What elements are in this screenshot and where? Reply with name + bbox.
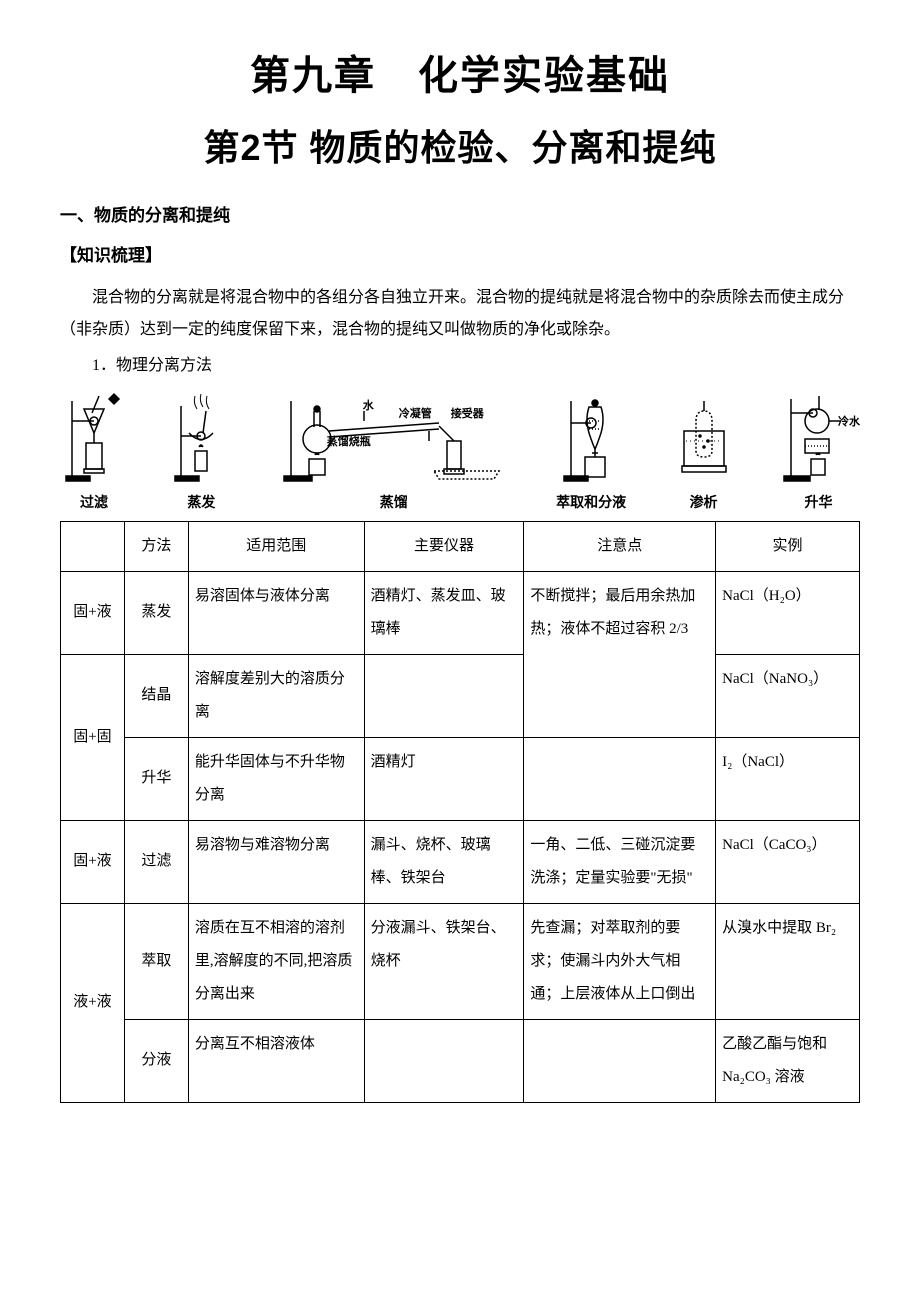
- example-cell: NaCl（NaNO₃）: [716, 654, 860, 737]
- coldwater-annotation: 冷水: [838, 413, 860, 433]
- table-row: 分液 分离互不相溶液体 乙酸乙酯与饱和 Na₂CO₃ 溶液: [61, 1019, 860, 1102]
- table-header: [61, 521, 125, 571]
- notes-cell: 先查漏；对萃取剂的要求；使漏斗内外大气相通；上层液体从上口倒出: [524, 903, 716, 1019]
- diagram-evaporation: 蒸发: [171, 391, 231, 515]
- table-header: 适用范围: [188, 521, 364, 571]
- scope-cell: 能升华固体与不升华物分离: [188, 737, 364, 820]
- diagram-label: 蒸馏: [380, 490, 408, 515]
- table-header: 主要仪器: [364, 521, 524, 571]
- method-cell: 升华: [124, 737, 188, 820]
- scope-cell: 溶解度差别大的溶质分离: [188, 654, 364, 737]
- method-cell: 分液: [124, 1019, 188, 1102]
- section-title: 第2节 物质的检验、分离和提纯: [60, 116, 860, 181]
- table-header: 方法: [124, 521, 188, 571]
- evaporation-icon: [171, 391, 231, 486]
- scope-cell: 溶质在互不相溶的溶剂里,溶解度的不同,把溶质分离出来: [188, 903, 364, 1019]
- intro-paragraph: 混合物的分离就是将混合物中的各组分各自独立开来。混合物的提纯就是将混合物中的杂质…: [60, 282, 860, 346]
- numbered-item: 1．物理分离方法: [60, 352, 860, 381]
- scope-cell: 易溶固体与液体分离: [188, 571, 364, 654]
- apparatus-cell: 酒精灯、蒸发皿、玻璃棒: [364, 571, 524, 654]
- diagram-label: 蒸发: [187, 490, 215, 515]
- chapter-title: 第九章 化学实验基础: [60, 40, 860, 112]
- table-header-row: 方法 适用范围 主要仪器 注意点 实例: [61, 521, 860, 571]
- example-cell: NaCl（H₂O）: [716, 571, 860, 654]
- state-cell: 固+液: [61, 820, 125, 903]
- apparatus-cell: [364, 654, 524, 737]
- diagram-dialysis: 渗析: [674, 391, 734, 515]
- sublimation-icon: [781, 391, 856, 486]
- state-cell: 固+固: [61, 654, 125, 820]
- condenser-annotation: 冷凝管: [399, 405, 432, 425]
- example-cell: 乙酸乙酯与饱和 Na₂CO₃ 溶液: [716, 1019, 860, 1102]
- diagram-label: 渗析: [690, 490, 718, 515]
- notes-cell: [524, 737, 716, 820]
- notes-cell: 一角、二低、三碰沉淀要洗涤；定量实验要"无损": [524, 820, 716, 903]
- state-cell: 固+液: [61, 571, 125, 654]
- table-header: 实例: [716, 521, 860, 571]
- extraction-icon: [559, 391, 624, 486]
- diagram-filtration: 过滤: [64, 391, 124, 515]
- apparatus-cell: 分液漏斗、铁架台、烧杯: [364, 903, 524, 1019]
- table-row: 固+液 蒸发 易溶固体与液体分离 酒精灯、蒸发皿、玻璃棒 不断搅拌；最后用余热加…: [61, 571, 860, 654]
- notes-cell: 不断搅拌；最后用余热加热；液体不超过容积 2/3: [524, 571, 716, 737]
- diagram-row: 过滤 蒸发 水 冷凝管 接受器 蒸馏烧瓶: [60, 391, 860, 515]
- scope-cell: 易溶物与难溶物分离: [188, 820, 364, 903]
- apparatus-cell: 酒精灯: [364, 737, 524, 820]
- diagram-distillation: 水 冷凝管 接受器 蒸馏烧瓶 蒸: [279, 391, 509, 515]
- table-row: 固+液 过滤 易溶物与难溶物分离 漏斗、烧杯、玻璃棒、铁架台 一角、二低、三碰沉…: [61, 820, 860, 903]
- example-cell: NaCl（CaCO₃）: [716, 820, 860, 903]
- methods-table: 方法 适用范围 主要仪器 注意点 实例 固+液 蒸发 易溶固体与液体分离 酒精灯…: [60, 521, 860, 1103]
- section-heading: 一、物质的分离和提纯: [60, 201, 860, 232]
- diagram-extraction: 萃取和分液: [556, 391, 626, 515]
- method-cell: 过滤: [124, 820, 188, 903]
- table-header: 注意点: [524, 521, 716, 571]
- water-annotation: 水: [363, 397, 374, 417]
- dialysis-icon: [674, 391, 734, 486]
- method-cell: 萃取: [124, 903, 188, 1019]
- filtration-icon: [64, 391, 124, 486]
- diagram-label: 过滤: [80, 490, 108, 515]
- flask-annotation: 蒸馏烧瓶: [327, 433, 371, 453]
- receiver-annotation: 接受器: [451, 405, 484, 425]
- table-row: 液+液 萃取 溶质在互不相溶的溶剂里,溶解度的不同,把溶质分离出来 分液漏斗、铁…: [61, 903, 860, 1019]
- apparatus-cell: 漏斗、烧杯、玻璃棒、铁架台: [364, 820, 524, 903]
- table-row: 升华 能升华固体与不升华物分离 酒精灯 I₂（NaCl）: [61, 737, 860, 820]
- method-cell: 结晶: [124, 654, 188, 737]
- state-cell: 液+液: [61, 903, 125, 1102]
- diagram-sublimation: 冷水 升华: [781, 391, 856, 515]
- apparatus-cell: [364, 1019, 524, 1102]
- example-cell: I₂（NaCl）: [716, 737, 860, 820]
- diagram-label: 升华: [804, 490, 832, 515]
- method-cell: 蒸发: [124, 571, 188, 654]
- scope-cell: 分离互不相溶液体: [188, 1019, 364, 1102]
- table-row: 固+固 结晶 溶解度差别大的溶质分离 NaCl（NaNO₃）: [61, 654, 860, 737]
- example-cell: 从溴水中提取 Br₂: [716, 903, 860, 1019]
- title-block: 第九章 化学实验基础 第2节 物质的检验、分离和提纯: [60, 40, 860, 181]
- notes-cell: [524, 1019, 716, 1102]
- subheading: 【知识梳理】: [60, 241, 860, 272]
- diagram-label: 萃取和分液: [556, 490, 626, 515]
